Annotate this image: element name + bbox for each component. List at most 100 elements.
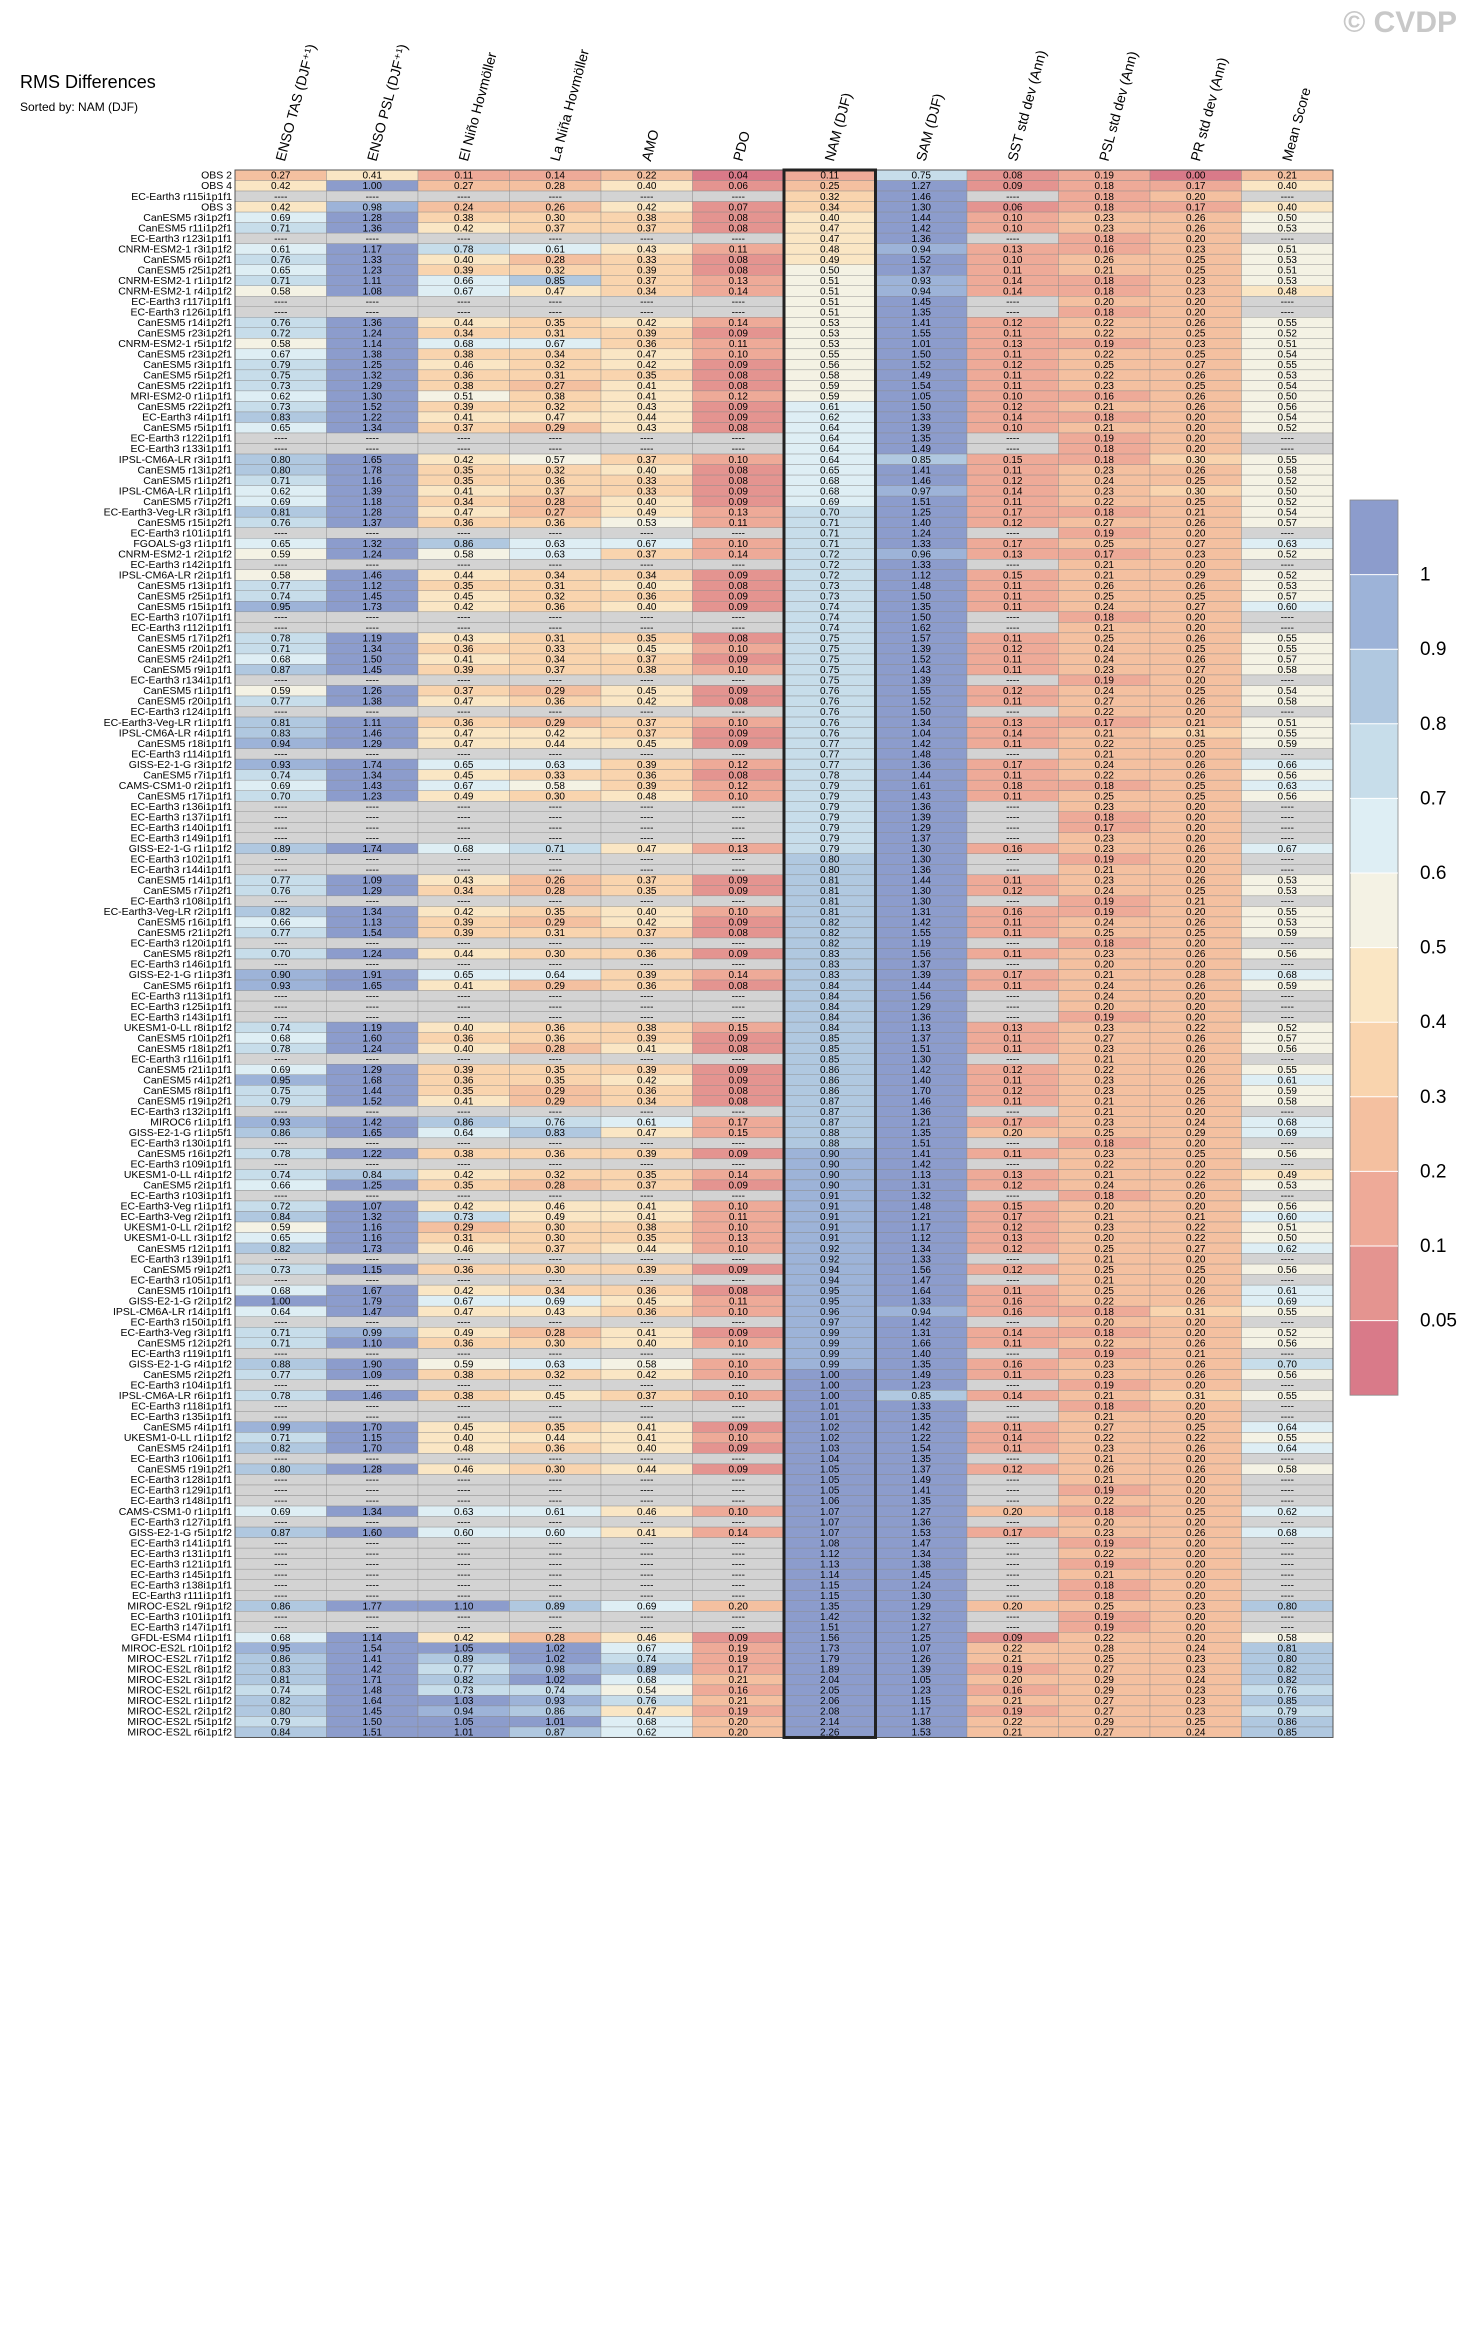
cell-value: 0.42 bbox=[637, 360, 657, 371]
cell-value: 0.28 bbox=[546, 255, 566, 266]
cell-value: 0.84 bbox=[820, 991, 840, 1002]
cell-value: ---- bbox=[1006, 833, 1019, 844]
cell-value: 0.19 bbox=[729, 1707, 749, 1718]
cell-value: 0.79 bbox=[820, 781, 840, 792]
cell-value: ---- bbox=[274, 1402, 287, 1413]
cell-value: ---- bbox=[1281, 1559, 1294, 1570]
cell-value: 1.46 bbox=[363, 570, 383, 581]
cell-value: ---- bbox=[274, 823, 287, 834]
cell-value: 0.51 bbox=[1278, 244, 1298, 255]
cell-value: 0.09 bbox=[729, 592, 749, 603]
cell-value: ---- bbox=[457, 676, 470, 687]
cell-value: 0.17 bbox=[1003, 1528, 1023, 1539]
cell-value: 1.45 bbox=[363, 1707, 383, 1718]
cell-value: 0.82 bbox=[1278, 1665, 1298, 1676]
cell-value: 1.44 bbox=[363, 1086, 383, 1097]
cell-value: ---- bbox=[1006, 1486, 1019, 1497]
cell-value: ---- bbox=[549, 613, 562, 624]
cell-value: 0.26 bbox=[1186, 770, 1206, 781]
cell-value: 1.26 bbox=[912, 1654, 932, 1665]
cell-value: 0.26 bbox=[1095, 581, 1115, 592]
cell-value: ---- bbox=[732, 823, 745, 834]
cell-value: ---- bbox=[274, 1496, 287, 1507]
cell-value: 0.35 bbox=[637, 886, 657, 897]
cell-value: 0.90 bbox=[820, 1170, 840, 1181]
cell-value: 0.10 bbox=[729, 1370, 749, 1381]
cell-value: 0.20 bbox=[1186, 192, 1206, 203]
cell-value: ---- bbox=[1006, 1160, 1019, 1171]
cell-value: 0.89 bbox=[454, 1654, 474, 1665]
cell-value: 0.08 bbox=[729, 981, 749, 992]
cell-value: 1.24 bbox=[912, 528, 932, 539]
cell-value: ---- bbox=[549, 1622, 562, 1633]
cell-value: ---- bbox=[732, 560, 745, 571]
cell-value: 1.36 bbox=[363, 223, 383, 234]
cell-value: 0.98 bbox=[546, 1665, 566, 1676]
cell-value: ---- bbox=[366, 297, 379, 308]
cell-value: 0.23 bbox=[1186, 286, 1206, 297]
colorbar-segment bbox=[1350, 1171, 1398, 1246]
cell-value: ---- bbox=[274, 1538, 287, 1549]
cell-value: 1.56 bbox=[912, 991, 932, 1002]
cell-value: ---- bbox=[366, 1349, 379, 1360]
cell-value: ---- bbox=[1006, 855, 1019, 866]
cell-value: 0.55 bbox=[820, 350, 840, 361]
cell-value: 0.36 bbox=[454, 1033, 474, 1044]
cell-value: 0.36 bbox=[637, 1286, 657, 1297]
cell-value: ---- bbox=[1006, 1054, 1019, 1065]
cell-value: 0.29 bbox=[1095, 1675, 1115, 1686]
cell-value: 0.20 bbox=[1186, 1454, 1206, 1465]
cell-value: 0.47 bbox=[637, 1128, 657, 1139]
cell-value: 0.09 bbox=[729, 402, 749, 413]
cell-value: ---- bbox=[1281, 1412, 1294, 1423]
cell-value: 0.08 bbox=[729, 1086, 749, 1097]
cell-value: 0.99 bbox=[820, 1349, 840, 1360]
cell-value: 1.28 bbox=[363, 1465, 383, 1476]
cell-value: ---- bbox=[549, 1580, 562, 1591]
cell-value: ---- bbox=[732, 1275, 745, 1286]
cell-value: ---- bbox=[640, 1559, 653, 1570]
cell-value: ---- bbox=[457, 802, 470, 813]
cell-value: 0.40 bbox=[820, 213, 840, 224]
cell-value: 0.21 bbox=[1095, 1275, 1115, 1286]
cell-value: 0.18 bbox=[1003, 781, 1023, 792]
cell-value: 0.14 bbox=[729, 1528, 749, 1539]
cell-value: 0.63 bbox=[546, 760, 566, 771]
cell-value: 0.30 bbox=[546, 213, 566, 224]
cell-value: ---- bbox=[457, 1475, 470, 1486]
row-label: EC-Earth3 r122i1p1f1 bbox=[130, 433, 232, 445]
cell-value: 0.17 bbox=[1003, 1118, 1023, 1129]
cell-value: 0.20 bbox=[1186, 1160, 1206, 1171]
cell-value: 0.31 bbox=[1186, 1307, 1206, 1318]
cell-value: 1.49 bbox=[912, 444, 932, 455]
cell-value: 0.22 bbox=[1095, 1433, 1115, 1444]
cell-value: 0.28 bbox=[546, 1328, 566, 1339]
cell-value: ---- bbox=[640, 444, 653, 455]
cell-value: 0.11 bbox=[1003, 265, 1022, 276]
cell-value: 0.17 bbox=[1003, 1212, 1023, 1223]
cell-value: ---- bbox=[366, 1275, 379, 1286]
cell-value: 0.09 bbox=[729, 1633, 749, 1644]
cell-value: 0.26 bbox=[1186, 1044, 1206, 1055]
cell-value: 1.01 bbox=[546, 1717, 566, 1728]
cell-value: ---- bbox=[274, 1622, 287, 1633]
cell-value: 0.21 bbox=[1095, 1412, 1115, 1423]
cell-value: 0.20 bbox=[1186, 1054, 1206, 1065]
cell-value: ---- bbox=[549, 1160, 562, 1171]
cell-value: 0.33 bbox=[637, 476, 657, 487]
cell-value: 1.01 bbox=[820, 1412, 840, 1423]
cell-value: 0.37 bbox=[454, 423, 474, 434]
cell-value: 0.12 bbox=[1003, 476, 1023, 487]
cell-value: 0.11 bbox=[1003, 371, 1022, 382]
cell-value: 0.20 bbox=[1186, 1381, 1206, 1392]
cell-value: 0.09 bbox=[729, 1444, 749, 1455]
cell-value: 0.20 bbox=[1186, 749, 1206, 760]
cell-value: 0.23 bbox=[1095, 486, 1115, 497]
cell-value: 1.41 bbox=[912, 1486, 932, 1497]
cell-value: 0.44 bbox=[637, 1465, 657, 1476]
cell-value: ---- bbox=[457, 1538, 470, 1549]
cell-value: 0.11 bbox=[1003, 918, 1022, 929]
cell-value: ---- bbox=[549, 1139, 562, 1150]
cell-value: 0.52 bbox=[1278, 1023, 1298, 1034]
cell-value: ---- bbox=[640, 749, 653, 760]
